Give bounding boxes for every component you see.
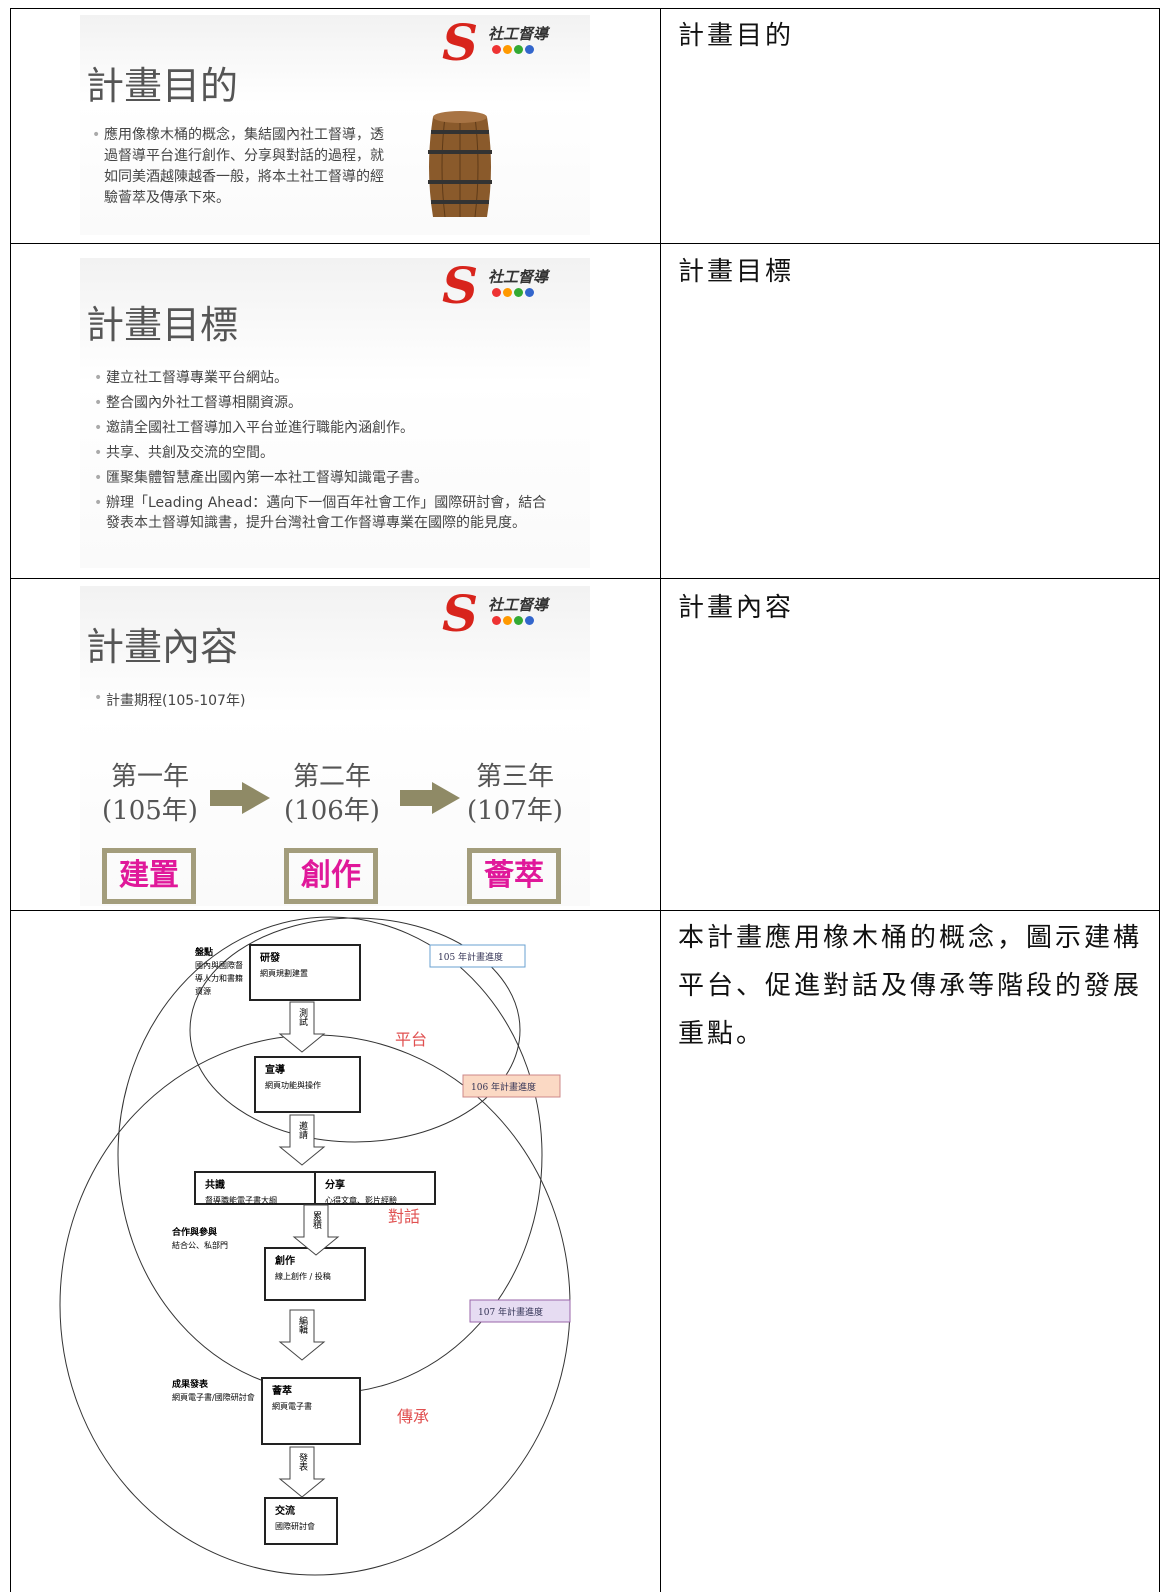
flow-arrow <box>278 1309 326 1361</box>
step-text: 網頁規劃建置 <box>260 968 308 978</box>
description: 計畫目的 <box>678 21 795 51</box>
description: 本計畫應用橡木桶的概念，圖示建構平台、促進對話及傳承等階段的發展重點。 <box>678 923 1143 1049</box>
border <box>1159 8 1160 1592</box>
step-box <box>314 1171 436 1205</box>
flow-arrow-label: 發表 <box>297 1452 308 1472</box>
stage-task: 薈萃 <box>467 848 561 904</box>
note-box: 國內與國際督導人力和書籍資源 <box>195 961 243 996</box>
bullet: 建立社工督導專業平台網站。 <box>94 368 554 388</box>
top-ellipse <box>189 917 521 1143</box>
step-box <box>249 944 361 1001</box>
logo: S 社工督導 <box>442 586 549 643</box>
flow-arrow <box>278 1001 326 1053</box>
stage-arrows <box>210 782 460 814</box>
note-box: 結合公、私部門 <box>172 1241 228 1250</box>
flow-arrow <box>278 1114 326 1166</box>
stage-period: (105年) <box>102 796 198 826</box>
stage-period: (106年) <box>284 796 380 826</box>
note-title: 盤點 <box>194 946 213 958</box>
bullets: 應用像橡木桶的概念，集結國內社工督導，透過督導平台進行創作、分享與對話的過程，就… <box>92 125 392 209</box>
barrel <box>428 111 492 218</box>
progress-label: 105 年計畫進度 <box>438 951 503 963</box>
bullets: 計畫期程(105-107年) <box>94 690 554 710</box>
step-box <box>264 1497 338 1545</box>
bullets: 建立社工督導專業平台網站。整合國內外社工督導相關資源。邀請全國社工督導加入平台並… <box>94 368 554 538</box>
step-box <box>261 1377 361 1445</box>
border <box>10 243 1160 244</box>
step-title: 交流 <box>275 1504 295 1517</box>
description: 計畫內容 <box>678 593 795 623</box>
slide-title: 計畫目標 <box>86 303 239 347</box>
bullet: 辦理「Leading Ahead：邁向下一個百年社會工作」國際研討會，結合發表本… <box>94 493 554 533</box>
step-box <box>194 1171 316 1205</box>
step-text: 網頁電子書 <box>272 1401 312 1411</box>
step-title: 宣導 <box>265 1063 285 1076</box>
logo: S 社工督導 <box>442 258 549 315</box>
progress-box <box>462 1074 561 1098</box>
slide-title: 計畫內容 <box>86 625 239 669</box>
bullet: 匯聚集體智慧產出國內第一本社工督導知識電子書。 <box>94 468 554 488</box>
step-title: 共識 <box>205 1178 225 1191</box>
step-title: 分享 <box>325 1178 345 1191</box>
step-text: 國際研討會 <box>275 1521 315 1531</box>
note-title: 合作與參與 <box>172 1226 217 1238</box>
logo-text: 社工督導 <box>488 596 549 614</box>
slide-title: 計畫目的 <box>86 64 239 108</box>
progress-label: 106 年計畫進度 <box>471 1081 536 1093</box>
border <box>10 578 1160 579</box>
phase-label: 平台 <box>395 1030 427 1049</box>
flow-arrow-label: 邀請 <box>297 1120 308 1140</box>
logo-text: 社工督導 <box>488 268 549 286</box>
flow-arrow <box>278 1446 326 1498</box>
step-title: 創作 <box>274 1254 295 1267</box>
logo-text: 社工督導 <box>488 25 549 43</box>
progress-box <box>469 1299 571 1323</box>
bullet: 共享、共創及交流的空間。 <box>94 443 554 463</box>
note-box: 網頁電子書/國際研討會 <box>172 1393 255 1402</box>
note-text: 國內與國際督導人力和書籍資源 <box>195 961 243 996</box>
step-text: 線上創作 / 投稿 <box>275 1271 331 1281</box>
phase-label: 傳承 <box>397 1407 429 1426</box>
stage-task: 創作 <box>284 848 378 904</box>
flow-arrow-label: 編輯 <box>297 1315 308 1335</box>
progress-label: 107 年計畫進度 <box>478 1306 543 1318</box>
step-text: 督導職能電子書大綱 <box>205 1195 277 1205</box>
step-box <box>254 1056 361 1113</box>
stage-year: 第三年 <box>475 762 554 792</box>
stage-year: 第二年 <box>292 762 371 792</box>
stage-year: 第一年 <box>110 762 189 792</box>
progress-box <box>429 944 526 968</box>
bullet: 計畫期程(105-107年) <box>94 690 554 710</box>
bullet: 應用像橡木桶的概念，集結國內社工督導，透過督導平台進行創作、分享與對話的過程，就… <box>92 125 392 209</box>
border <box>10 8 11 1592</box>
note-text: 網頁電子書/國際研討會 <box>172 1393 255 1402</box>
note-text: 結合公、私部門 <box>172 1241 228 1250</box>
bullet: 整合國內外社工督導相關資源。 <box>94 393 554 413</box>
flow-arrow-label: 測試 <box>297 1007 308 1027</box>
step-text: 心得文章、影片經驗 <box>325 1195 397 1205</box>
flow-arrow <box>292 1204 340 1256</box>
border <box>10 910 1160 911</box>
step-title: 研發 <box>260 951 280 964</box>
step-box <box>264 1247 366 1301</box>
logo: S 社工督導 <box>442 15 549 72</box>
border <box>660 8 661 1592</box>
stage-task: 建置 <box>102 848 196 904</box>
note-title: 成果發表 <box>172 1378 209 1390</box>
step-text: 網頁功能與操作 <box>265 1080 321 1090</box>
bullet: 邀請全國社工督導加入平台並進行職能內涵創作。 <box>94 418 554 438</box>
flow-arrow-label: 累積 <box>311 1211 322 1230</box>
description: 計畫目標 <box>678 257 795 287</box>
step-title: 薈萃 <box>272 1384 292 1397</box>
phase-label: 對話 <box>388 1207 420 1226</box>
stage-period: (107年) <box>467 796 563 826</box>
border <box>10 8 1160 9</box>
